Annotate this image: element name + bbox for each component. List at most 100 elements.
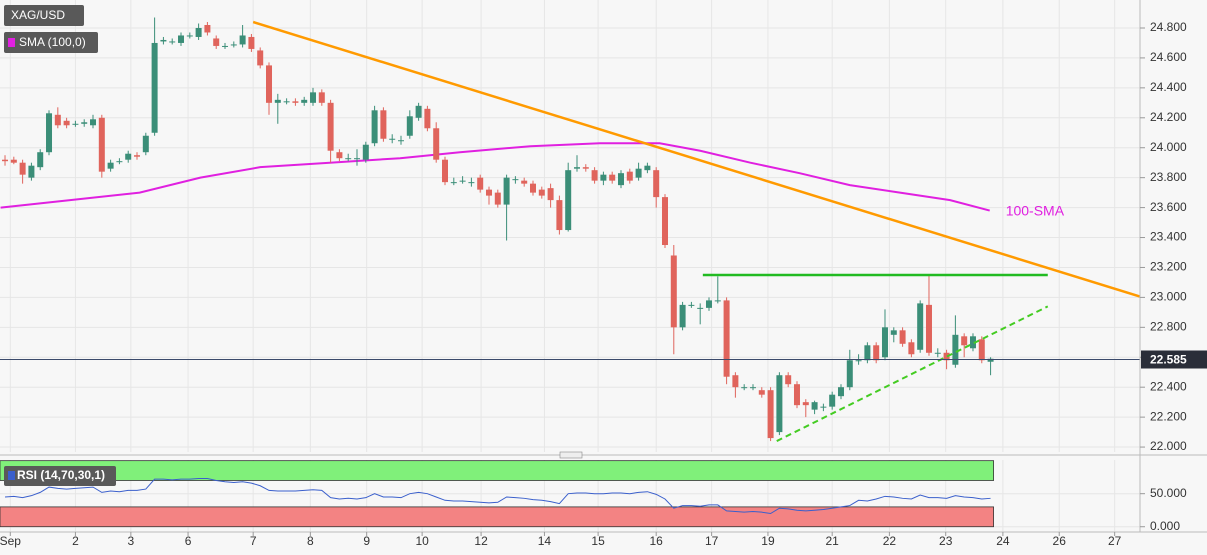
rsi-legend-box[interactable] <box>4 466 116 486</box>
candle-body <box>644 165 651 171</box>
candle-body <box>890 330 897 335</box>
x-tick-label: 23 <box>939 534 953 548</box>
rsi-swatch <box>8 471 15 480</box>
candle-body <box>679 304 686 328</box>
y-tick-label: 23.800 <box>1150 170 1187 184</box>
candle-body <box>503 177 510 205</box>
x-tick-label: 19 <box>761 534 775 548</box>
x-tick-label: 21 <box>826 534 840 548</box>
rsi-band <box>0 460 994 481</box>
candle-body <box>292 101 299 103</box>
candle-body <box>274 99 281 103</box>
sma-label: 100-SMA <box>1006 202 1065 218</box>
x-tick-label: 24 <box>996 534 1010 548</box>
candle-body <box>670 255 677 328</box>
candle-body <box>450 182 457 184</box>
candle-body <box>63 120 70 126</box>
candle-body <box>899 330 906 344</box>
candle-body <box>213 38 220 46</box>
candle-body <box>653 170 660 198</box>
candle-body <box>283 101 290 103</box>
price-grid <box>0 0 1140 452</box>
candle-body <box>917 303 924 350</box>
candle-body <box>389 138 396 140</box>
candle-body <box>732 375 739 388</box>
rsi-band <box>0 506 994 528</box>
x-tick-label: 3 <box>128 534 135 548</box>
candle-body <box>952 334 959 365</box>
last-price-label: 22.585 <box>1150 353 1187 367</box>
candle-body <box>442 159 449 183</box>
candle-body <box>697 307 704 309</box>
candle-body <box>820 406 827 408</box>
sma-legend-label: SMA (100,0) <box>19 35 86 49</box>
x-tick-label: 6 <box>185 534 192 548</box>
y-tick-label: 23.200 <box>1150 260 1187 274</box>
candle-body <box>248 36 255 49</box>
candle-body <box>398 140 405 142</box>
candle-body <box>556 200 563 231</box>
candle-body <box>2 159 9 162</box>
candle-body <box>582 167 589 169</box>
candle-body <box>327 102 334 151</box>
sma-line <box>0 142 990 212</box>
candle-body <box>969 336 976 349</box>
candle-body <box>98 117 105 172</box>
x-tick-label: 12 <box>474 534 488 548</box>
candle-body <box>239 35 246 45</box>
y-tick-label: 0.000 <box>1150 519 1180 533</box>
x-tick-label: 14 <box>538 534 552 548</box>
x-tick-label: 10 <box>415 534 429 548</box>
candle-body <box>565 170 572 231</box>
candle-body <box>767 390 774 439</box>
candle-body <box>538 189 545 196</box>
candle-body <box>802 402 809 406</box>
candle-body <box>142 135 149 153</box>
symbol-box[interactable] <box>4 5 84 26</box>
trend-line <box>776 305 1049 442</box>
candle-body <box>90 119 97 126</box>
candle-body <box>785 375 792 385</box>
candle-body <box>688 304 695 306</box>
candle-body <box>837 387 844 397</box>
rsi-line <box>4 477 991 515</box>
sma-legend-box[interactable] <box>4 32 98 53</box>
candle-body <box>617 173 624 186</box>
candle-body <box>459 180 466 182</box>
candle-body <box>573 167 580 169</box>
rsi-legend-label: RSI (14,70,30,1) <box>17 468 105 482</box>
price-plot <box>0 17 1140 442</box>
x-tick-label: 26 <box>1053 534 1067 548</box>
candle-body <box>591 170 598 181</box>
candle-body <box>169 41 176 43</box>
candle-body <box>415 105 422 118</box>
candle-body <box>81 122 88 124</box>
candle-body <box>547 188 554 201</box>
candle-body <box>925 304 932 353</box>
candle-body <box>380 110 387 139</box>
candle-body <box>758 390 765 395</box>
sma-swatch <box>8 38 15 47</box>
y-tick-label: 24.000 <box>1150 140 1187 154</box>
candle-body <box>961 336 968 346</box>
panel-resize-handle[interactable] <box>559 451 583 459</box>
candle-body <box>881 327 888 358</box>
candle-body <box>222 45 229 47</box>
candle-body <box>72 123 79 125</box>
candle-body <box>987 358 994 362</box>
candle-body <box>336 152 343 159</box>
candle-body <box>354 158 361 160</box>
candle-body <box>855 360 862 362</box>
candle-body <box>362 144 369 160</box>
last-price-box <box>1141 350 1207 369</box>
candle-body <box>723 300 730 377</box>
y-tick-label: 22.000 <box>1150 439 1187 453</box>
candle-body <box>793 384 800 406</box>
candle-body <box>406 116 413 136</box>
candle-body <box>37 152 44 168</box>
x-tick-label: 16 <box>650 534 664 548</box>
x-tick-label: 2 <box>72 534 79 548</box>
candle-body <box>310 92 317 103</box>
candle-body <box>195 27 202 37</box>
